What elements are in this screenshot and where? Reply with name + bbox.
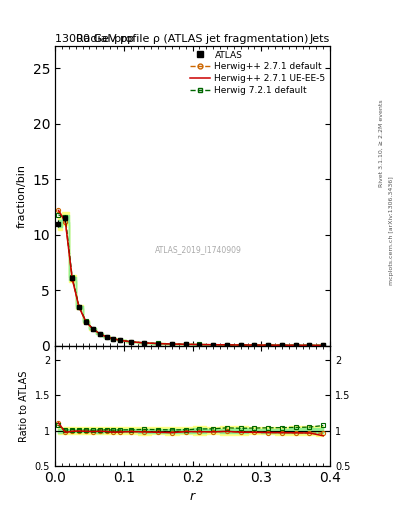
Y-axis label: fraction/bin: fraction/bin: [17, 164, 27, 228]
Y-axis label: Ratio to ATLAS: Ratio to ATLAS: [19, 370, 29, 442]
Text: Jets: Jets: [310, 33, 330, 44]
X-axis label: r: r: [190, 490, 195, 503]
Title: Radial profile ρ (ATLAS jet fragmentation): Radial profile ρ (ATLAS jet fragmentatio…: [76, 34, 309, 44]
Text: mcplots.cern.ch [arXiv:1306.3436]: mcplots.cern.ch [arXiv:1306.3436]: [389, 176, 393, 285]
Legend: ATLAS, Herwig++ 2.7.1 default, Herwig++ 2.7.1 UE-EE-5, Herwig 7.2.1 default: ATLAS, Herwig++ 2.7.1 default, Herwig++ …: [190, 51, 326, 95]
Text: ATLAS_2019_I1740909: ATLAS_2019_I1740909: [154, 245, 242, 254]
Text: 13000 GeV pp: 13000 GeV pp: [55, 33, 134, 44]
Text: Rivet 3.1.10, ≥ 2.2M events: Rivet 3.1.10, ≥ 2.2M events: [379, 99, 384, 187]
